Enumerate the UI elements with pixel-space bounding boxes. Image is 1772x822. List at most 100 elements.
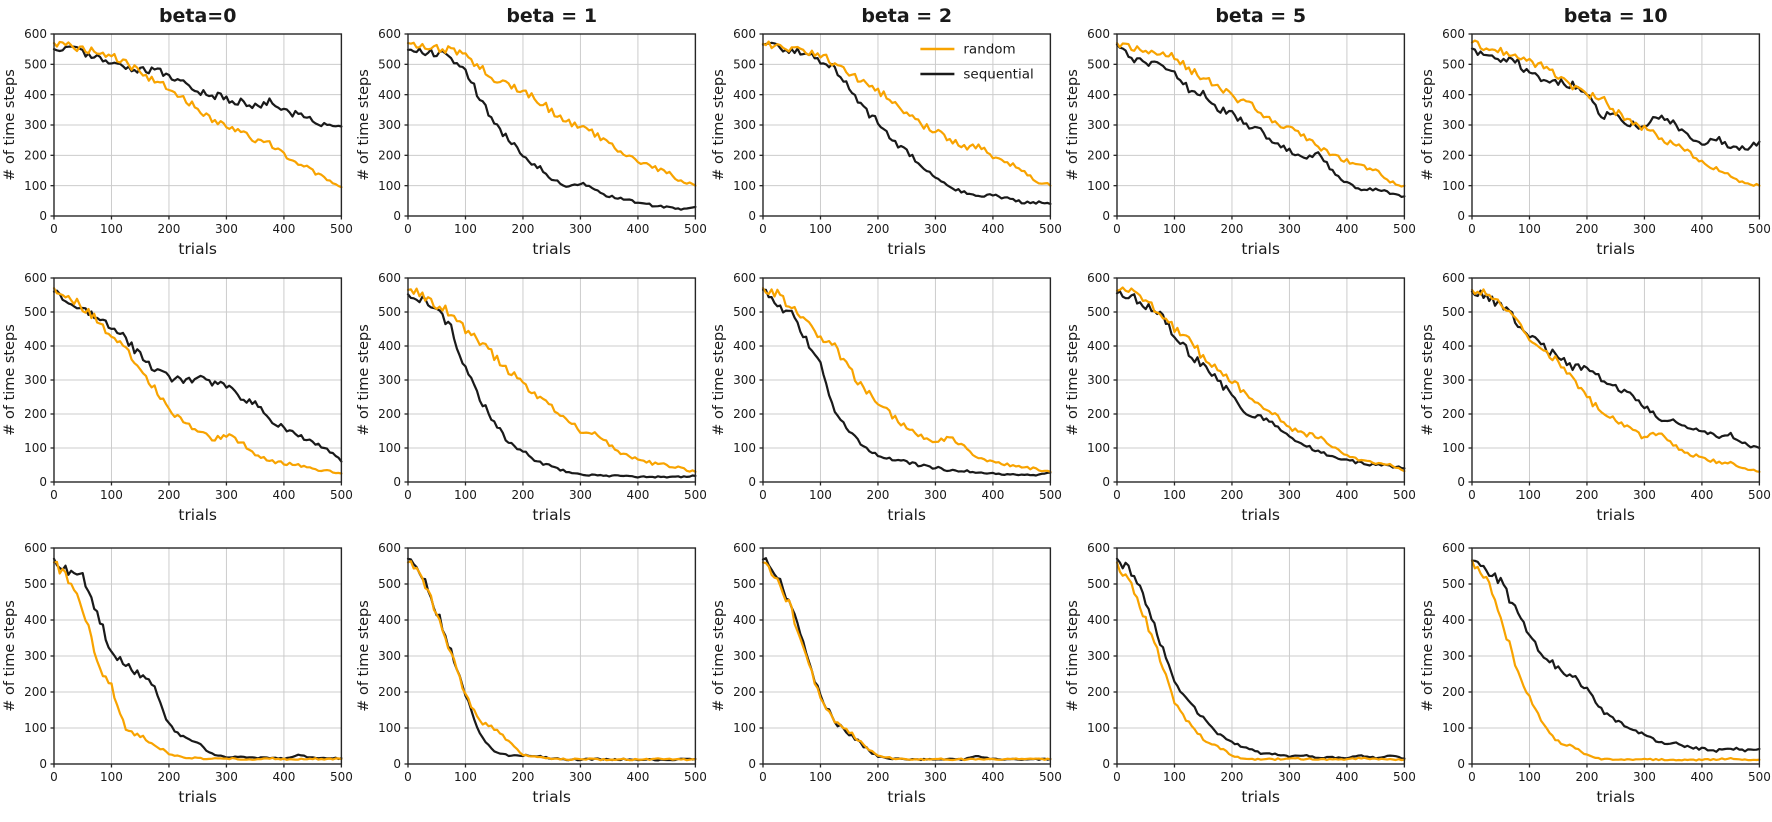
x-axis-label: trials xyxy=(533,506,572,524)
x-tick-label: 200 xyxy=(1221,770,1244,784)
subplot-cell-r2-beta=0: 0 100 200 300 400 500 0 100 200 300 400 500 600 # of … xyxy=(0,260,354,530)
x-axis-label: trials xyxy=(533,240,572,258)
series-line-sequential xyxy=(1116,557,1406,760)
x-tick-label: 500 xyxy=(684,770,707,784)
x-tick-label: 200 xyxy=(866,222,889,236)
series-line-random xyxy=(407,287,697,473)
series-line-sequential xyxy=(761,557,1052,762)
series-line-sequential xyxy=(1116,290,1406,470)
x-tick-label: 400 xyxy=(272,222,295,236)
series-line-sequential xyxy=(52,557,343,761)
x-tick-label: 300 xyxy=(215,770,238,784)
subplot-plot: 0 100 200 300 400 500 0 100 200 300 400 500 600 # of … xyxy=(711,541,1062,806)
x-tick-label: 200 xyxy=(1575,222,1598,236)
y-tick-label: 300 xyxy=(733,118,756,132)
y-axis-label: # of time steps xyxy=(711,324,727,436)
y-tick-label: 400 xyxy=(1442,88,1465,102)
series-line-sequential xyxy=(1470,289,1761,450)
subplot-plot: 0 100 200 300 400 500 0 100 200 300 400 500 600 # of … xyxy=(1065,5,1416,258)
y-tick-label: 600 xyxy=(24,271,47,285)
x-axis-label: trials xyxy=(178,240,217,258)
series-line-sequential xyxy=(52,289,343,463)
y-axis-label: # of time steps xyxy=(2,600,18,712)
x-tick-label: 200 xyxy=(866,488,889,502)
y-tick-label: 200 xyxy=(733,149,756,163)
y-tick-label: 400 xyxy=(733,339,756,353)
x-tick-label: 500 xyxy=(1039,222,1062,236)
x-tick-label: 300 xyxy=(1633,770,1656,784)
x-tick-label: 0 xyxy=(405,222,413,236)
x-tick-label: 100 xyxy=(1163,222,1186,236)
x-tick-label: 300 xyxy=(1278,770,1301,784)
x-tick-label: 500 xyxy=(1393,222,1416,236)
x-tick-label: 500 xyxy=(1393,488,1416,502)
y-tick-label: 300 xyxy=(1087,649,1110,663)
subplot-cell-r2-beta=1: 0 100 200 300 400 500 0 100 200 300 400 500 600 # of … xyxy=(354,260,708,530)
subplot-plot: 0 100 200 300 400 500 0 100 200 300 400 500 600 # of … xyxy=(1420,541,1771,806)
y-tick-label: 100 xyxy=(1442,179,1465,193)
y-tick-label: 0 xyxy=(1103,209,1111,223)
y-tick-label: 300 xyxy=(379,118,402,132)
y-tick-label: 500 xyxy=(733,58,756,72)
y-tick-label: 200 xyxy=(733,407,756,421)
y-tick-label: 0 xyxy=(1457,757,1465,771)
subplot-cell-r2-beta=10: 0 100 200 300 400 500 0 100 200 300 400 500 600 # of … xyxy=(1418,260,1772,530)
y-tick-label: 0 xyxy=(39,757,47,771)
y-tick-label: 400 xyxy=(24,339,47,353)
x-tick-label: 300 xyxy=(569,770,592,784)
subplot-title: beta=0 xyxy=(159,5,236,27)
x-tick-label: 500 xyxy=(1039,488,1062,502)
x-tick-label: 500 xyxy=(330,488,353,502)
y-tick-label: 100 xyxy=(379,179,402,193)
y-tick-label: 300 xyxy=(1087,118,1110,132)
x-axis-label: trials xyxy=(887,788,926,806)
y-tick-label: 0 xyxy=(1103,757,1111,771)
x-axis-label: trials xyxy=(1596,240,1635,258)
x-tick-label: 0 xyxy=(50,770,58,784)
y-tick-label: 100 xyxy=(733,441,756,455)
x-tick-label: 200 xyxy=(866,770,889,784)
x-tick-label: 300 xyxy=(569,222,592,236)
y-tick-label: 200 xyxy=(733,685,756,699)
x-tick-label: 0 xyxy=(1468,770,1476,784)
x-tick-label: 300 xyxy=(924,488,947,502)
y-tick-label: 500 xyxy=(1442,305,1465,319)
y-tick-label: 600 xyxy=(1442,27,1465,41)
x-tick-label: 300 xyxy=(215,488,238,502)
y-tick-label: 500 xyxy=(379,305,402,319)
y-axis-label: # of time steps xyxy=(1420,600,1436,712)
subplot-cell-r1-beta=0: 0 100 200 300 400 500 0 100 200 300 400 500 600 # of … xyxy=(0,0,354,260)
y-tick-label: 100 xyxy=(1087,441,1110,455)
y-tick-label: 0 xyxy=(748,475,756,489)
y-tick-label: 100 xyxy=(733,721,756,735)
y-tick-label: 0 xyxy=(748,209,756,223)
x-axis-label: trials xyxy=(1596,506,1635,524)
x-tick-label: 200 xyxy=(158,488,181,502)
y-tick-label: 100 xyxy=(24,721,47,735)
y-tick-label: 300 xyxy=(1087,373,1110,387)
y-tick-label: 400 xyxy=(733,613,756,627)
subplot-title: beta = 2 xyxy=(861,5,952,27)
y-tick-label: 0 xyxy=(39,475,47,489)
x-tick-label: 400 xyxy=(981,488,1004,502)
x-tick-label: 300 xyxy=(1278,488,1301,502)
y-tick-label: 600 xyxy=(24,27,47,41)
x-tick-label: 400 xyxy=(627,222,650,236)
y-tick-label: 600 xyxy=(24,541,47,555)
subplot-cell-r2-beta=5: 0 100 200 300 400 500 0 100 200 300 400 500 600 # of … xyxy=(1063,260,1417,530)
y-tick-label: 400 xyxy=(1087,613,1110,627)
y-tick-label: 0 xyxy=(1457,209,1465,223)
series-line-sequential xyxy=(52,45,343,128)
subplot-title: beta = 10 xyxy=(1563,5,1667,27)
series-line-random xyxy=(1470,39,1761,187)
x-tick-label: 400 xyxy=(272,770,295,784)
y-tick-label: 300 xyxy=(1442,649,1465,663)
y-tick-label: 100 xyxy=(1087,179,1110,193)
y-tick-label: 0 xyxy=(394,475,402,489)
series-line-random xyxy=(761,40,1052,187)
subplot-plot: 0 100 200 300 400 500 0 100 200 300 400 500 600 # of … xyxy=(356,5,707,258)
x-tick-label: 400 xyxy=(1336,770,1359,784)
y-tick-label: 400 xyxy=(1442,339,1465,353)
x-tick-label: 200 xyxy=(512,770,535,784)
x-tick-label: 100 xyxy=(1163,770,1186,784)
